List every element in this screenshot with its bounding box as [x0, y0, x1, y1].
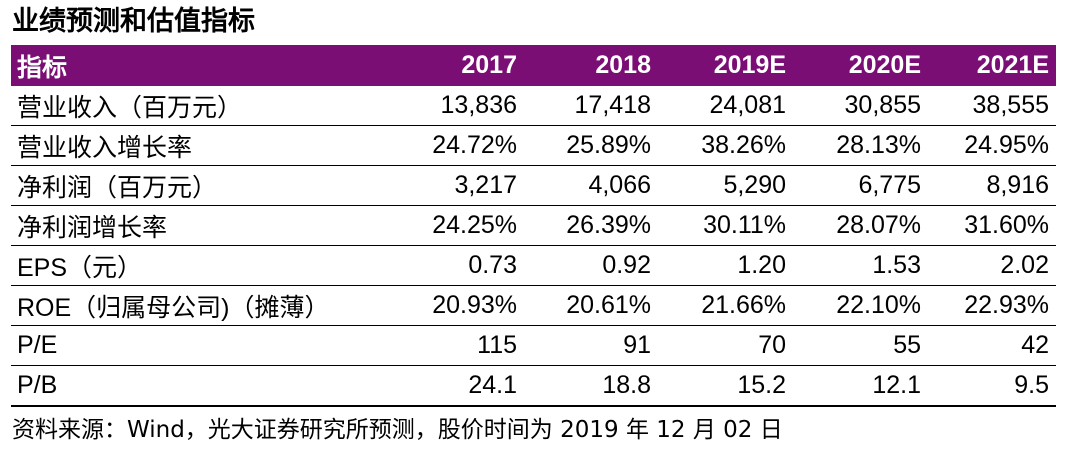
- column-header: 2021E: [976, 51, 1049, 79]
- table-cell: 31.60%: [928, 205, 1056, 246]
- table-cell: 26.39%: [524, 205, 658, 246]
- table-cell: 24.95%: [928, 125, 1056, 166]
- table-cell: 28.13%: [793, 125, 928, 166]
- table-cell: 24,081: [658, 86, 793, 126]
- table-cell: 4,066: [524, 165, 658, 206]
- row-label: 营业收入（百万元）: [11, 86, 409, 126]
- table-cell: 42: [928, 325, 1056, 366]
- table-cell: 8,916: [928, 165, 1056, 206]
- table-row: ROE（归属母公司)（摊薄） 20.93% 20.61% 21.66% 22.1…: [11, 285, 1056, 326]
- table-row: P/B 24.1 18.8 15.2 12.1 9.5: [11, 365, 1056, 407]
- row-label: 营业收入增长率: [11, 125, 409, 166]
- table-cell: 6,775: [793, 165, 928, 206]
- table-cell: 91: [524, 325, 658, 366]
- column-header: 2017: [461, 51, 517, 79]
- table-cell: 70: [658, 325, 793, 366]
- table-cell: 24.72%: [409, 125, 524, 166]
- table-row: 营业收入（百万元） 13,836 17,418 24,081 30,855 38…: [11, 86, 1056, 126]
- row-label: 净利润增长率: [11, 205, 409, 246]
- table-cell: 0.92: [524, 245, 658, 286]
- table-row: P/E 115 91 70 55 42: [11, 325, 1056, 366]
- table-row: 营业收入增长率 24.72% 25.89% 38.26% 28.13% 24.9…: [11, 125, 1056, 166]
- table-cell: 13,836: [409, 86, 524, 126]
- table-cell: 18.8: [524, 365, 658, 407]
- row-label: P/B: [11, 365, 409, 407]
- table-cell: 30,855: [793, 86, 928, 126]
- table-cell: 38,555: [928, 86, 1056, 126]
- table-cell: 30.11%: [658, 205, 793, 246]
- column-header: 2020E: [848, 51, 921, 79]
- table-cell: 15.2: [658, 365, 793, 407]
- table-cell: 38.26%: [658, 125, 793, 166]
- table-cell: 115: [409, 325, 524, 366]
- row-label: 净利润（百万元）: [11, 165, 409, 206]
- table-cell: 24.1: [409, 365, 524, 407]
- table-cell: 3,217: [409, 165, 524, 206]
- forecast-valuation-table: 指标 2017 2018 2019E 2020E 2021E 营业收入（百万元）…: [11, 45, 1056, 407]
- row-label: ROE（归属母公司)（摊薄）: [11, 285, 409, 326]
- table-cell: 20.61%: [524, 285, 658, 326]
- table-row: EPS（元） 0.73 0.92 1.20 1.53 2.02: [11, 245, 1056, 286]
- table-cell: 5,290: [658, 165, 793, 206]
- table-cell: 28.07%: [793, 205, 928, 246]
- page-title: 业绩预测和估值指标: [12, 6, 255, 37]
- table-row: 净利润（百万元） 3,217 4,066 5,290 6,775 8,916: [11, 165, 1056, 206]
- table-cell: 0.73: [409, 245, 524, 286]
- table-cell: 20.93%: [409, 285, 524, 326]
- table-cell: 25.89%: [524, 125, 658, 166]
- table-cell: 24.25%: [409, 205, 524, 246]
- row-label: P/E: [11, 325, 409, 366]
- table-cell: 55: [793, 325, 928, 366]
- table-cell: 9.5: [928, 365, 1056, 407]
- table-cell: 1.20: [658, 245, 793, 286]
- column-header: 2018: [595, 51, 651, 79]
- table-cell: 21.66%: [658, 285, 793, 326]
- source-note: 资料来源：Wind，光大证券研究所预测，股价时间为 2019 年 12 月 02…: [12, 417, 783, 443]
- row-label: EPS（元）: [11, 245, 409, 286]
- table-header-row: 指标 2017 2018 2019E 2020E 2021E: [11, 45, 1056, 86]
- table-cell: 17,418: [524, 86, 658, 126]
- table-cell: 22.93%: [928, 285, 1056, 326]
- table-row: 净利润增长率 24.25% 26.39% 30.11% 28.07% 31.60…: [11, 205, 1056, 246]
- column-header: 2019E: [713, 51, 786, 79]
- table-cell: 12.1: [793, 365, 928, 407]
- table-cell: 2.02: [928, 245, 1056, 286]
- table-cell: 1.53: [793, 245, 928, 286]
- column-header: 指标: [17, 52, 68, 82]
- table-cell: 22.10%: [793, 285, 928, 326]
